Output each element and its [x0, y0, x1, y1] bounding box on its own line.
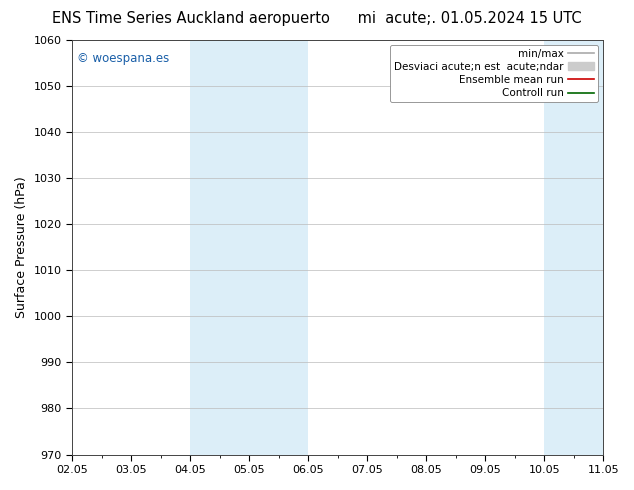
Text: © woespana.es: © woespana.es: [77, 52, 170, 65]
Bar: [544, 40, 603, 455]
Text: ENS Time Series Auckland aeropuerto      mi  acute;. 01.05.2024 15 UTC: ENS Time Series Auckland aeropuerto mi a…: [52, 11, 582, 26]
Bar: [190, 40, 308, 455]
Y-axis label: Surface Pressure (hPa): Surface Pressure (hPa): [15, 176, 28, 318]
Legend: min/max, Desviaci acute;n est  acute;ndar, Ensemble mean run, Controll run: min/max, Desviaci acute;n est acute;ndar…: [390, 45, 598, 102]
